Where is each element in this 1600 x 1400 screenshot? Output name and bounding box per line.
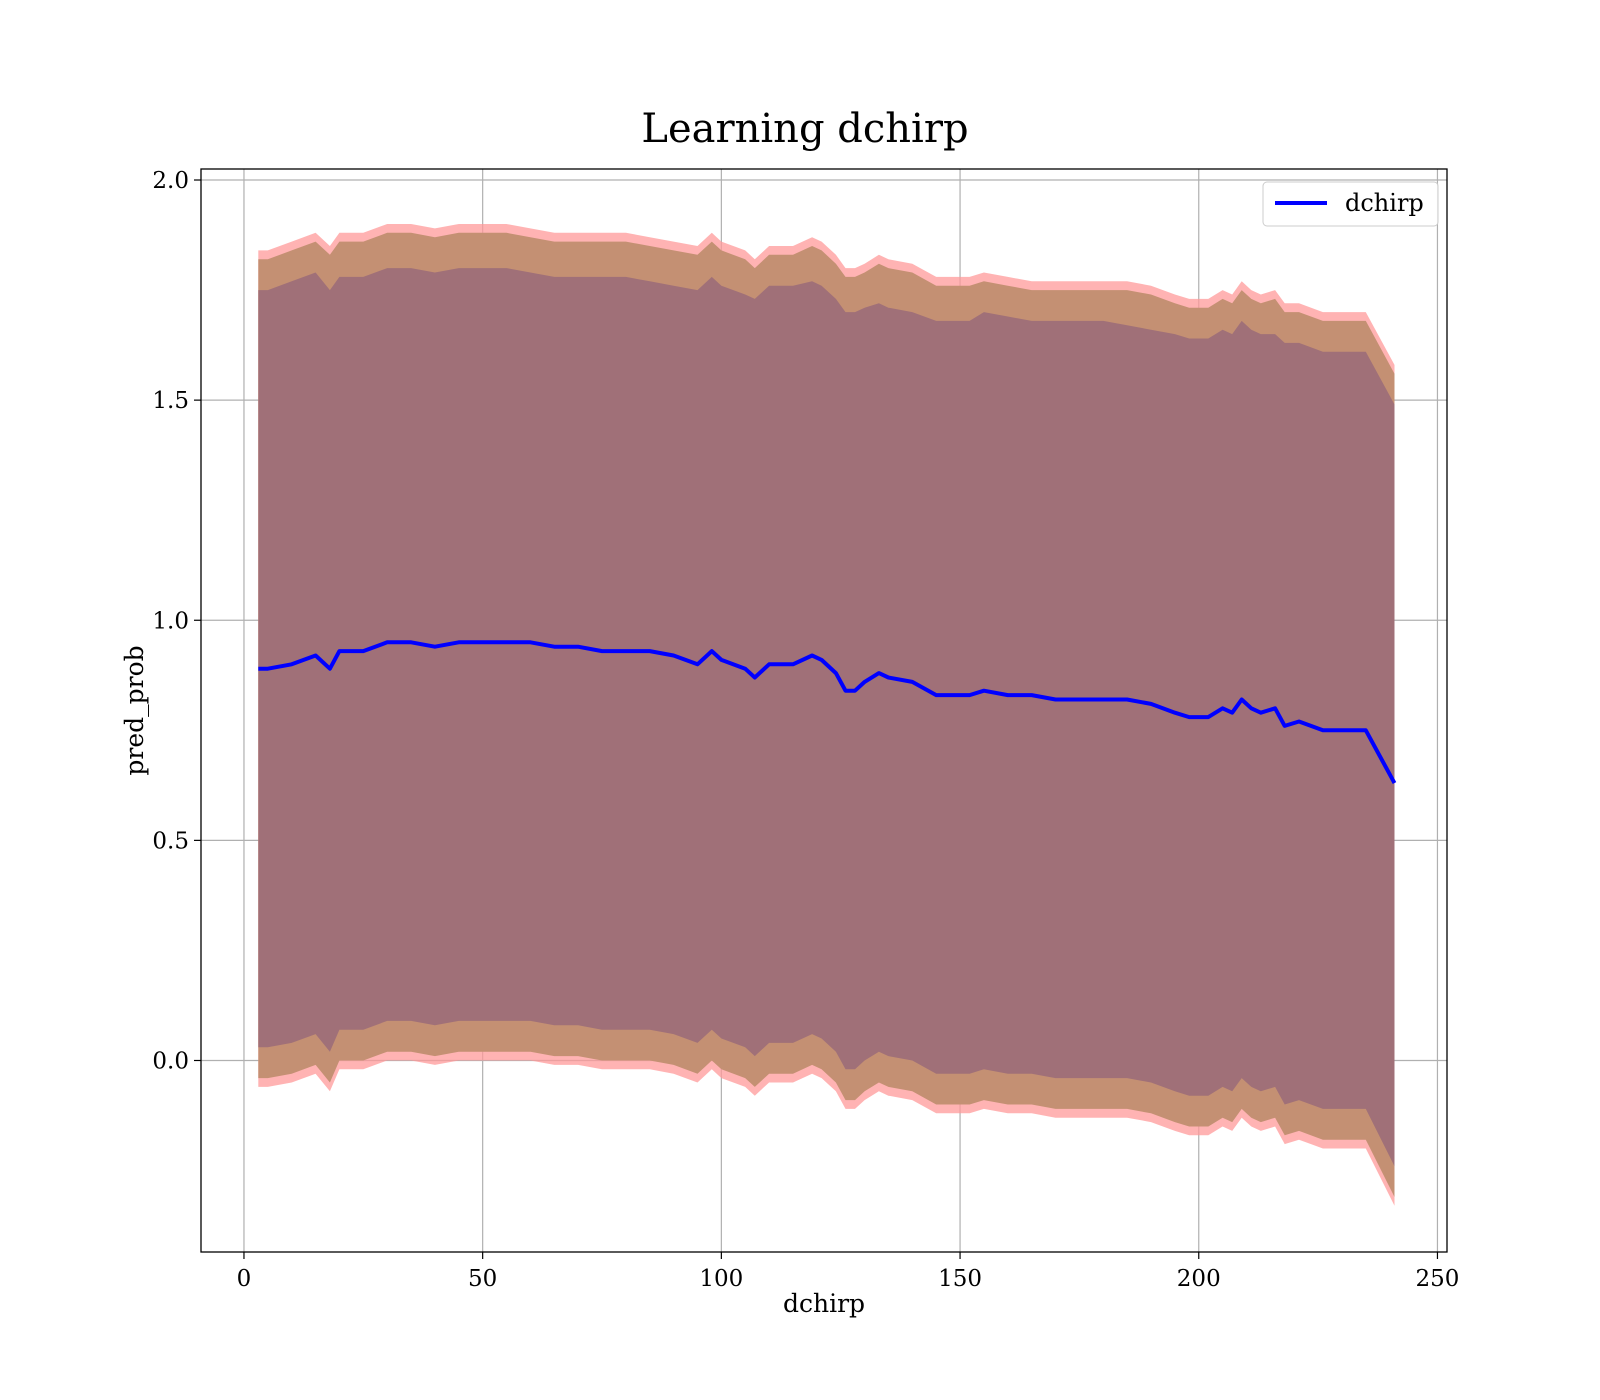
confidence-bands (258, 224, 1395, 1206)
ticks: 0 50 100 150 200 250 0.0 0.5 1.0 1.5 2.0 (152, 168, 1459, 1292)
inner-band (258, 268, 1395, 1167)
y-tick-label-0: 0.0 (152, 1048, 189, 1074)
y-tick-label-3: 1.5 (152, 388, 189, 414)
x-tick-label-0: 0 (237, 1266, 252, 1292)
x-tick-label-1: 50 (468, 1266, 497, 1292)
x-tick-label-4: 200 (1177, 1266, 1221, 1292)
x-tick-label-3: 150 (938, 1266, 982, 1292)
legend-box (1262, 181, 1439, 227)
x-tick-label-2: 100 (699, 1266, 743, 1292)
y-tick-label-4: 2.0 (152, 168, 189, 194)
series-line-dchirp (258, 640, 1397, 785)
y-tick-label-1: 0.5 (152, 828, 189, 854)
y-tick-label-2: 1.0 (152, 608, 189, 634)
legend-label-dchirp: dchirp (1345, 189, 1424, 217)
legend: dchirp (1262, 181, 1439, 227)
chart-title: Learning dchirp (641, 106, 968, 152)
x-tick-label-5: 250 (1415, 1266, 1459, 1292)
plot-frame (200, 168, 1448, 1253)
y-axis-label: pred_prob (120, 645, 149, 775)
x-axis-label: dchirp (783, 1289, 865, 1318)
series-lines (258, 640, 1397, 785)
